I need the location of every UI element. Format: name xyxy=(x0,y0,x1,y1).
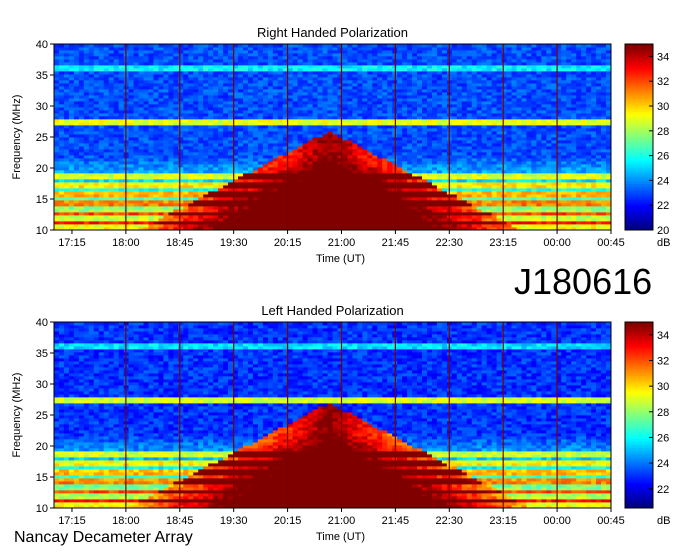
colorbar-tick-label: 34 xyxy=(657,51,669,63)
y-tick-label: 10 xyxy=(36,225,48,237)
x-tick-label: 19:30 xyxy=(220,237,248,249)
heatmap-cells xyxy=(54,322,611,508)
y-tick-label: 40 xyxy=(36,39,48,51)
panel-title: Right Handed Polarization xyxy=(257,25,408,40)
x-axis: 17:15 18:00 18:45 19:30 20:15 21:00 21:45 22:30… xyxy=(58,230,625,265)
colorbar-tick-label: 22 xyxy=(657,200,669,212)
x-tick-label: 20:15 xyxy=(274,515,302,527)
colorbar-tick-label: 24 xyxy=(657,175,669,187)
y-tick-label: 20 xyxy=(36,441,48,453)
colorbar-tick-label: 22 xyxy=(657,484,669,496)
colorbar-tick-label: 28 xyxy=(657,407,669,419)
colorbar: 22 24 26 28 30 32 34 dB xyxy=(625,322,670,527)
x-tick-label: 19:30 xyxy=(220,515,248,527)
x-axis-label: Time (UT) xyxy=(316,253,365,265)
colorbar-tick-label: 32 xyxy=(657,76,669,88)
y-axis: 10 15 20 25 30 35 40 Frequency (MHz) xyxy=(11,39,54,237)
x-tick-label: 00:45 xyxy=(597,515,625,527)
colorbar-tick-label: 32 xyxy=(657,355,669,367)
x-tick-label: 23:15 xyxy=(489,237,517,249)
x-tick-label: 18:45 xyxy=(166,237,194,249)
observatory-label: Nancay Decameter Array xyxy=(14,528,193,548)
x-tick-label: 00:45 xyxy=(597,237,625,249)
x-tick-label: 18:00 xyxy=(112,237,140,249)
colorbar-tick-label: 28 xyxy=(657,126,669,138)
colorbar-tick-label: 24 xyxy=(657,458,669,470)
y-tick-label: 40 xyxy=(36,317,48,329)
x-tick-label: 21:45 xyxy=(382,515,410,527)
panel-title: Left Handed Polarization xyxy=(261,303,403,318)
colorbar-tick-label: 20 xyxy=(657,225,669,237)
heatmap-cells xyxy=(54,44,611,230)
x-axis-label: Time (UT) xyxy=(316,531,365,543)
y-tick-label: 15 xyxy=(36,472,48,484)
x-tick-label: 17:15 xyxy=(58,237,86,249)
colorbar-tick-label: 26 xyxy=(657,151,669,163)
x-tick-label: 22:30 xyxy=(436,515,464,527)
x-tick-label: 22:30 xyxy=(436,237,464,249)
y-tick-label: 30 xyxy=(36,101,48,113)
y-tick-label: 25 xyxy=(36,410,48,422)
y-axis-label: Frequency (MHz) xyxy=(11,373,23,458)
colorbar: 20 22 24 26 28 30 32 34 dB xyxy=(625,44,670,249)
x-tick-label: 00:00 xyxy=(543,515,571,527)
x-tick-label: 20:15 xyxy=(274,237,302,249)
x-tick-label: 21:45 xyxy=(382,237,410,249)
y-tick-label: 25 xyxy=(36,132,48,144)
colorbar-tick-label: 30 xyxy=(657,101,669,113)
y-tick-label: 35 xyxy=(36,348,48,360)
colorbar-tick-label: 34 xyxy=(657,330,669,342)
spectrogram-panel-1: Right Handed Polarization 10 15 20 25 30 35 40 F… xyxy=(11,25,670,265)
y-tick-label: 20 xyxy=(36,163,48,175)
x-tick-label: 18:00 xyxy=(112,515,140,527)
x-tick-label: 23:15 xyxy=(489,515,517,527)
x-tick-label: 18:45 xyxy=(166,515,194,527)
observation-id: J180616 xyxy=(514,262,652,302)
colorbar-tick-label: 30 xyxy=(657,381,669,393)
y-axis-label: Frequency (MHz) xyxy=(11,95,23,180)
y-axis: 10 15 20 25 30 35 40 Frequency (MHz) xyxy=(11,317,54,515)
x-tick-label: 17:15 xyxy=(58,515,86,527)
x-tick-label: 21:00 xyxy=(328,237,356,249)
y-tick-label: 30 xyxy=(36,379,48,391)
y-tick-label: 15 xyxy=(36,194,48,206)
y-tick-label: 10 xyxy=(36,503,48,515)
colorbar-label: dB xyxy=(657,515,670,527)
x-tick-label: 21:00 xyxy=(328,515,356,527)
colorbar-label: dB xyxy=(657,237,670,249)
spectrogram-panel-2: Left Handed Polarization 10 15 20 25 30 35 40 Fr… xyxy=(11,303,670,543)
x-tick-label: 00:00 xyxy=(543,237,571,249)
colorbar-tick-label: 26 xyxy=(657,432,669,444)
y-tick-label: 35 xyxy=(36,70,48,82)
